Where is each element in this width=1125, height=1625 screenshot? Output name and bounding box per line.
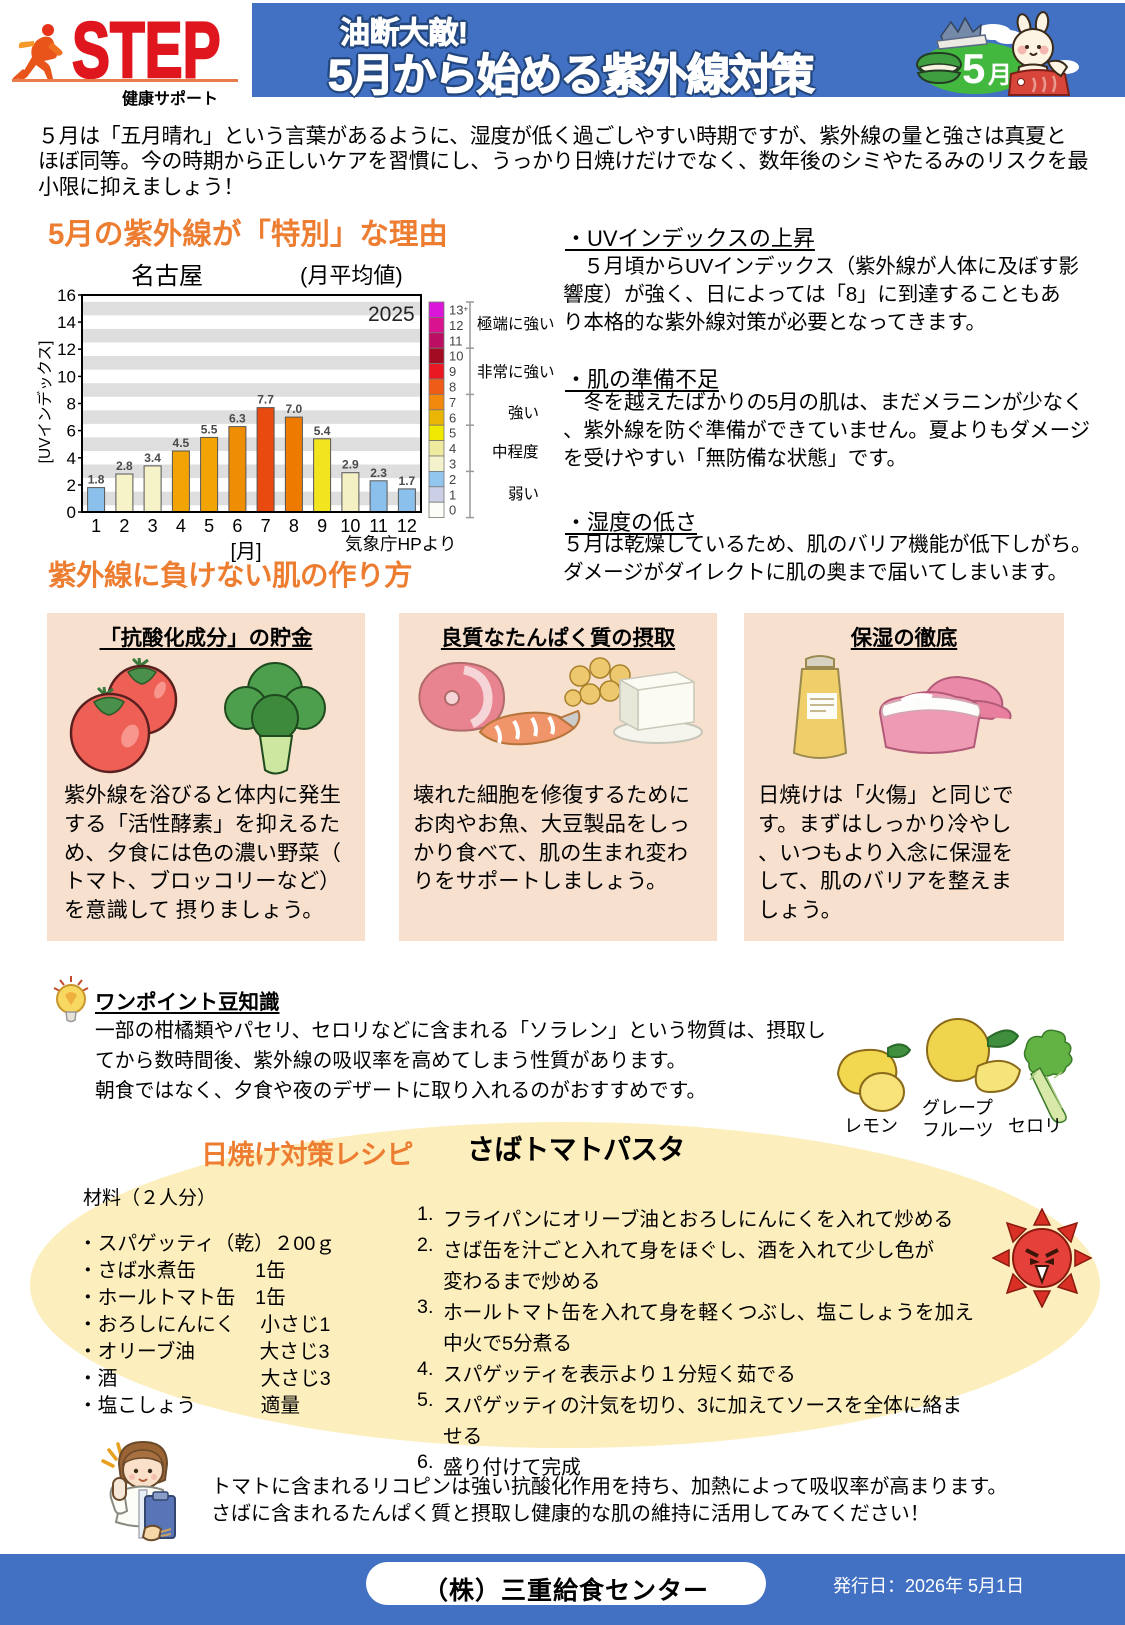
svg-text:5: 5 bbox=[962, 45, 985, 92]
svg-text:7: 7 bbox=[261, 516, 271, 536]
svg-text:10: 10 bbox=[449, 349, 463, 364]
svg-text:2: 2 bbox=[67, 476, 76, 495]
svg-text:2.9: 2.9 bbox=[342, 458, 359, 472]
svg-text:極端に強い: 極端に強い bbox=[477, 315, 555, 333]
svg-text:4: 4 bbox=[67, 449, 76, 468]
svg-text:1: 1 bbox=[449, 487, 456, 502]
svg-text:1: 1 bbox=[91, 516, 101, 536]
svg-text:5.5: 5.5 bbox=[201, 422, 218, 436]
svg-text:11: 11 bbox=[369, 516, 388, 536]
svg-text:16: 16 bbox=[57, 286, 76, 305]
svg-text:1.7: 1.7 bbox=[399, 474, 416, 488]
svg-text:12: 12 bbox=[449, 318, 463, 333]
svg-text:(月平均値): (月平均値) bbox=[300, 263, 403, 288]
svg-text:8: 8 bbox=[67, 395, 76, 414]
svg-text:5.4: 5.4 bbox=[314, 424, 331, 438]
svg-text:6: 6 bbox=[232, 516, 242, 536]
svg-text:4.5: 4.5 bbox=[173, 436, 190, 450]
svg-text:0: 0 bbox=[449, 503, 456, 518]
svg-text:セロリ: セロリ bbox=[1008, 1116, 1062, 1136]
svg-text:0: 0 bbox=[67, 503, 76, 522]
svg-text:4: 4 bbox=[176, 516, 186, 536]
svg-text:中程度: 中程度 bbox=[492, 443, 539, 461]
svg-text:2.8: 2.8 bbox=[116, 459, 133, 473]
svg-text:非常に強い: 非常に強い bbox=[477, 363, 555, 381]
svg-text:3: 3 bbox=[449, 457, 456, 472]
svg-text:3.4: 3.4 bbox=[144, 451, 161, 465]
svg-text:強い: 強い bbox=[508, 404, 539, 422]
svg-text:5: 5 bbox=[204, 516, 214, 536]
svg-text:10: 10 bbox=[340, 516, 360, 536]
svg-text:[月]: [月] bbox=[230, 541, 261, 563]
svg-text:9: 9 bbox=[449, 364, 456, 379]
svg-text:8: 8 bbox=[449, 380, 456, 395]
svg-text:7.7: 7.7 bbox=[257, 393, 274, 407]
svg-text:[UVインデックス]: [UVインデックス] bbox=[35, 341, 54, 464]
svg-text:2025: 2025 bbox=[368, 303, 415, 326]
svg-text:2: 2 bbox=[119, 516, 129, 536]
svg-text:弱い: 弱い bbox=[508, 485, 539, 503]
svg-text:13+: 13+ bbox=[449, 303, 468, 318]
svg-text:グレープ: グレープ bbox=[922, 1098, 993, 1118]
svg-text:4: 4 bbox=[449, 441, 456, 456]
svg-text:8: 8 bbox=[289, 516, 299, 536]
svg-text:2.3: 2.3 bbox=[370, 466, 387, 480]
svg-text:5: 5 bbox=[449, 426, 456, 441]
svg-text:7.0: 7.0 bbox=[286, 402, 303, 416]
svg-text:12: 12 bbox=[57, 340, 76, 359]
svg-text:12: 12 bbox=[397, 516, 417, 536]
svg-text:月: 月 bbox=[987, 62, 1012, 89]
svg-text:フルーツ: フルーツ bbox=[922, 1120, 994, 1140]
svg-text:6: 6 bbox=[67, 422, 76, 441]
svg-text:1.8: 1.8 bbox=[88, 473, 105, 487]
svg-text:6.3: 6.3 bbox=[229, 412, 246, 426]
svg-text:名古屋: 名古屋 bbox=[131, 263, 203, 290]
svg-text:10: 10 bbox=[57, 367, 76, 386]
svg-text:2: 2 bbox=[449, 472, 456, 487]
svg-text:11: 11 bbox=[449, 333, 463, 348]
svg-text:レモン: レモン bbox=[844, 1116, 898, 1136]
svg-text:7: 7 bbox=[449, 395, 456, 410]
svg-text:9: 9 bbox=[317, 516, 327, 536]
svg-text:3: 3 bbox=[148, 516, 158, 536]
svg-text:14: 14 bbox=[57, 313, 76, 332]
svg-text:気象庁HPより: 気象庁HPより bbox=[345, 534, 456, 554]
svg-text:6: 6 bbox=[449, 410, 456, 425]
